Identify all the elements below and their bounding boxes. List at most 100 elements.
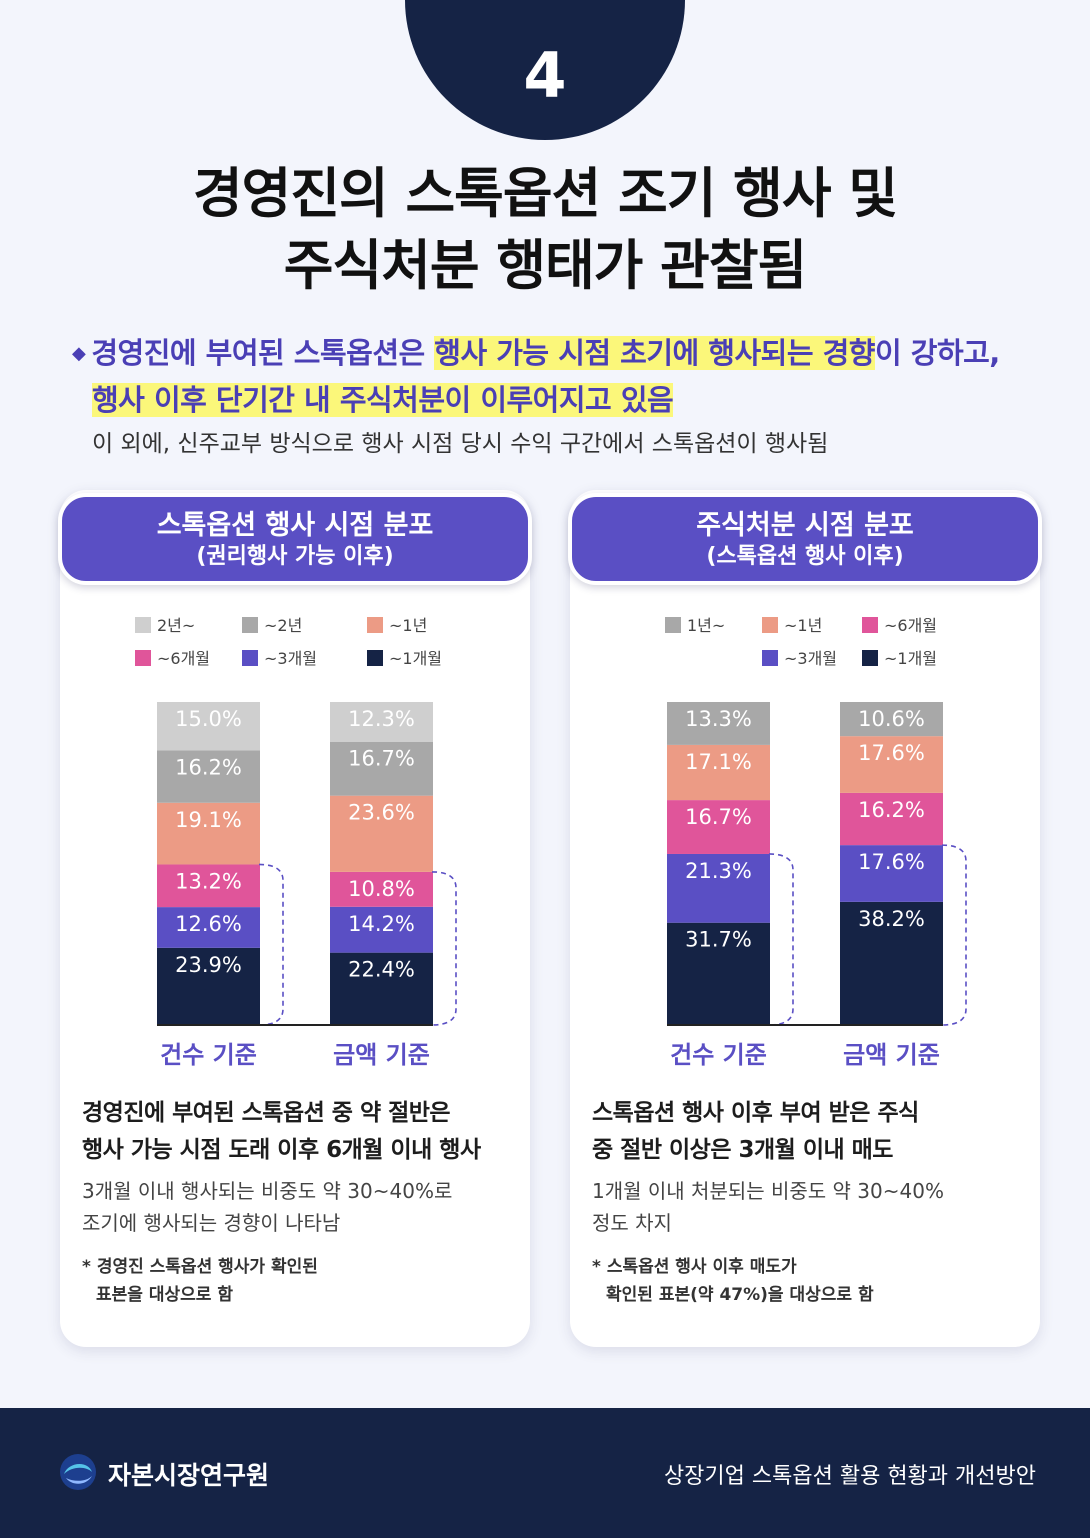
title-line-1: 경영진의 스톡옵션 조기 행사 및 [192,162,898,225]
data-label: 17.1% [685,750,752,774]
category-label: 금액 기준 [333,1041,430,1069]
early-share-bracket [431,871,457,1026]
bar-segment [840,901,943,1025]
card-header: 스톡옵션 행사 시점 분포 (권리행사 가능 이후) [58,493,532,585]
lead-highlight: 행사 이후 단기간 내 주식처분이 이루어지고 있음 [92,383,674,417]
legend-swatch [862,650,878,666]
legend-label: ~6개월 [157,649,210,668]
legend-label: 2년~ [157,616,195,635]
footnote-star: * [82,1257,91,1277]
bar-segment [840,702,943,737]
bar-segment [157,802,260,865]
data-label: 10.6% [858,707,925,731]
lead-text: 경영진에 부여된 스톡옵션은 [91,336,435,370]
category-label: 금액 기준 [843,1041,940,1069]
early-share-bracket [258,863,284,1026]
data-label: 16.7% [685,805,752,829]
early-share-bracket [768,853,794,1026]
legend-swatch [242,650,258,666]
data-label: 22.4% [348,958,415,982]
bar-segment [157,947,260,1025]
data-label: 12.3% [348,707,415,731]
summary-body: 3개월 이내 행사되는 비중도 약 30~40%로 조기에 행사되는 경향이 나… [82,1175,522,1239]
legend-swatch [665,617,681,633]
data-label: 23.9% [175,953,242,977]
summary-body-line-1: 3개월 이내 행사되는 비중도 약 30~40%로 [82,1179,453,1203]
bar-segment [667,702,770,745]
bar-segment [330,741,433,796]
legend-swatch [862,617,878,633]
footnote: * 스톡옵션 행사 이후 매도가 확인된 표본(약 47%)을 대상으로 함 [592,1253,1032,1309]
card-subtitle: (스톡옵션 행사 이후) [706,544,904,569]
card-subtitle: (권리행사 가능 이후) [196,544,394,569]
data-label: 19.1% [175,808,242,832]
footnote-line-2: 표본을 대상으로 함 [96,1285,233,1305]
institute-logo-icon [60,1454,96,1490]
bar-segment [330,952,433,1025]
summary-headline-2: 중 절반 이상은 3개월 이내 매도 [592,1137,893,1163]
legend-label: ~2년 [264,616,302,635]
data-label: 15.0% [175,707,242,731]
footnote-star: * [592,1257,601,1277]
summary-body-line-2: 조기에 행사되는 경향이 나타남 [82,1211,341,1235]
legend-swatch [762,650,778,666]
legend-label: ~6개월 [884,616,937,635]
summary-body: 1개월 이내 처분되는 비중도 약 30~40% 정도 차지 [592,1175,1032,1239]
legend-swatch [762,617,778,633]
legend-swatch [242,617,258,633]
data-label: 12.6% [175,912,242,936]
legend-label: ~1개월 [389,649,442,668]
diamond-bullet-icon: ◆ [72,343,86,364]
section-number-badge: 4 [405,0,685,140]
bar-segment [157,702,260,751]
data-label: 13.2% [175,869,242,893]
legend-label: ~1년 [389,616,427,635]
legend-swatch [367,650,383,666]
footnote-text: 스톡옵션 행사 이후 매도가 [606,1257,797,1277]
summary-body-line-1: 1개월 이내 처분되는 비중도 약 30~40% [592,1179,944,1203]
footnote-line-1: * 스톡옵션 행사 이후 매도가 [592,1253,1032,1281]
lead-subtext: 이 외에, 신주교부 방식으로 행사 시점 당시 수익 구간에서 스톡옵션이 행… [92,431,829,457]
legend-label: ~1개월 [884,649,937,668]
section-number: 4 [523,39,567,112]
data-label: 31.7% [685,928,752,952]
lead-text: 이 강하고, [874,336,1000,370]
footnote-line-1: * 경영진 스톡옵션 행사가 확인된 [82,1253,522,1281]
bar-segment [840,845,943,902]
data-label: 16.2% [175,755,242,779]
early-share-bracket [941,844,967,1026]
footnote: * 경영진 스톡옵션 행사가 확인된 표본을 대상으로 함 [82,1253,522,1309]
legend-swatch [135,617,151,633]
bar-segment [157,907,260,948]
data-label: 38.2% [858,907,925,931]
summary-body-line-2: 정도 차지 [592,1211,672,1235]
title-line-2: 주식처분 행태가 관찰됨 [283,234,807,297]
data-label: 21.3% [685,859,752,883]
legend-label: ~1년 [784,616,822,635]
bar-segment [667,853,770,923]
legend-swatch [367,617,383,633]
data-label: 17.6% [858,741,925,765]
exercise-timing-card: 스톡옵션 행사 시점 분포 (권리행사 가능 이후) 2년~ ~2년 ~1년 ~6개월… [58,490,532,1347]
summary-headline-1: 스톡옵션 행사 이후 부여 받은 주식 [592,1100,919,1126]
lead-highlight: 행사 가능 시점 초기에 행사되는 경향 [434,336,875,370]
bar-segment [840,736,943,793]
bar-segment [330,795,433,872]
legend-label: ~3개월 [264,649,317,668]
card-header: 주식처분 시점 분포 (스톡옵션 행사 이후) [568,493,1042,585]
data-label: 17.6% [858,850,925,874]
institute-name: 자본시장연구원 [108,1461,270,1490]
legend-label: 1년~ [687,616,725,635]
footnote-line-2: 확인된 표본(약 47%)을 대상으로 함 [606,1285,874,1305]
report-title: 상장기업 스톡옵션 활용 현황과 개선방안 [663,1464,1036,1489]
card-summary: 스톡옵션 행사 이후 부여 받은 주식 중 절반 이상은 3개월 이내 매도 1… [592,1095,1032,1309]
disposal-timing-card: 주식처분 시점 분포 (스톡옵션 행사 이후) 1년~ ~1년 ~6개월 ~3개월 ~1… [568,490,1042,1347]
exercise-timing-chart: 2년~ ~2년 ~1년 ~6개월 ~3개월 ~1개월 23.9% 12.6% 13.2% 19.1… [135,616,457,1069]
bar-segment [667,744,770,801]
bar-segment [330,871,433,907]
disposal-timing-chart: 1년~ ~1년 ~6개월 ~3개월 ~1개월 31.7% 21.3% 16.7% 17.1% 13… [665,616,967,1069]
bar-segment [667,922,770,1025]
data-label: 16.2% [858,798,925,822]
bar-segment [330,906,433,953]
bar-segment [330,702,433,742]
